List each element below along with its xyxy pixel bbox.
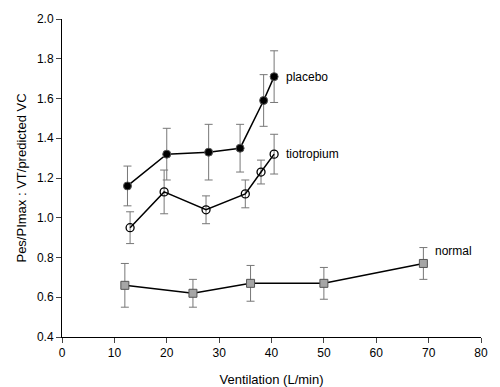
svg-text:0: 0 [59,346,66,360]
svg-text:2.0: 2.0 [37,12,54,26]
svg-text:1.2: 1.2 [37,171,54,185]
svg-text:0.4: 0.4 [37,330,54,344]
svg-text:60: 60 [370,346,384,360]
svg-text:1.8: 1.8 [37,52,54,66]
svg-text:Pes/PImax : VT/predicted VC: Pes/PImax : VT/predicted VC [14,93,29,262]
svg-text:1.6: 1.6 [37,92,54,106]
svg-text:30: 30 [212,346,226,360]
svg-text:normal: normal [435,244,472,258]
svg-text:0.6: 0.6 [37,290,54,304]
svg-text:70: 70 [422,346,436,360]
svg-text:50: 50 [317,346,331,360]
svg-text:10: 10 [108,346,122,360]
svg-text:1.0: 1.0 [37,211,54,225]
svg-text:80: 80 [474,346,488,360]
svg-text:placebo: placebo [286,70,328,84]
svg-text:20: 20 [160,346,174,360]
svg-text:0.8: 0.8 [37,251,54,265]
svg-text:tiotropium: tiotropium [286,147,339,161]
svg-text:Ventilation (L/min): Ventilation (L/min) [219,372,323,387]
svg-text:1.4: 1.4 [37,131,54,145]
svg-text:40: 40 [265,346,279,360]
